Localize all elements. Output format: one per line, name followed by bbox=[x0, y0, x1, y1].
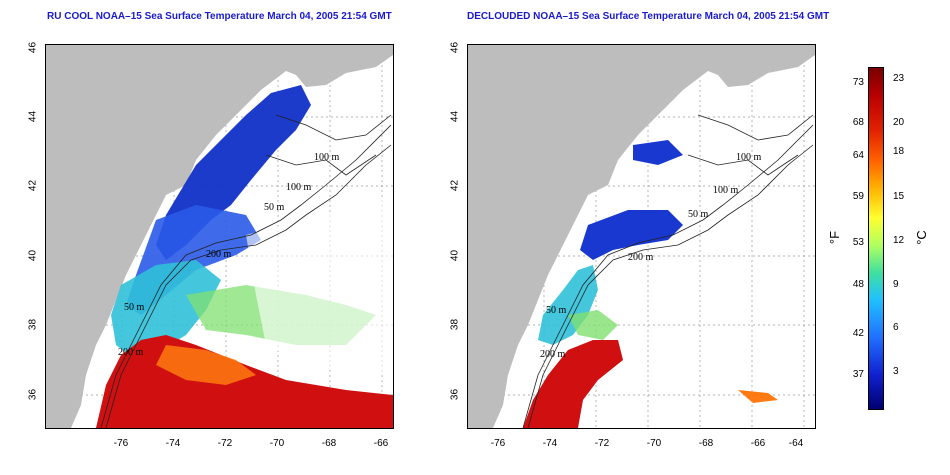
colorbar-f-tick: 48 bbox=[852, 279, 864, 290]
left-y-tick: 46 bbox=[27, 41, 39, 54]
left-x-tick: -66 bbox=[373, 438, 389, 449]
colorbar-c-tick: 20 bbox=[893, 117, 905, 128]
left-contour-label: 200 m bbox=[118, 347, 144, 358]
left-y-tick: 40 bbox=[27, 249, 39, 262]
left-land bbox=[46, 45, 393, 428]
right-green-water bbox=[568, 310, 618, 340]
left-contour-label: 100 m bbox=[314, 152, 340, 163]
right-y-tick: 36 bbox=[449, 388, 461, 401]
temperature-colorbar bbox=[868, 67, 884, 410]
colorbar-c-tick: 9 bbox=[893, 279, 899, 290]
colorbar-c-tick: 15 bbox=[893, 191, 905, 202]
colorbar-f-tick: 73 bbox=[852, 77, 864, 88]
left-contour-label: 50 m bbox=[124, 302, 145, 313]
left-x-tick: -68 bbox=[321, 438, 337, 449]
right-contour-label: 100 m bbox=[713, 185, 739, 196]
right-y-tick: 46 bbox=[449, 41, 461, 54]
left-y-tick: 42 bbox=[27, 179, 39, 192]
colorbar-f-tick: 37 bbox=[852, 369, 864, 380]
left-contour-label: 200 m bbox=[206, 249, 232, 260]
left-x-tick: -74 bbox=[165, 438, 181, 449]
left-orange-water bbox=[156, 345, 256, 385]
left-sst-map: 100 m 100 m 200 m 50 m 50 m 200 m bbox=[45, 44, 394, 429]
fahrenheit-unit-label: °F bbox=[827, 230, 843, 245]
right-y-tick: 44 bbox=[449, 110, 461, 123]
left-y-tick: 36 bbox=[27, 388, 39, 401]
right-map-title: DECLOUDED NOAA–15 Sea Surface Temperatur… bbox=[467, 11, 830, 22]
colorbar-c-tick: 23 bbox=[893, 73, 905, 84]
left-map-graphic: 100 m 100 m 200 m 50 m 50 m 200 m bbox=[46, 45, 393, 428]
right-cold-water bbox=[580, 210, 683, 260]
right-contour-label: 100 m bbox=[736, 152, 762, 163]
left-y-tick: 44 bbox=[27, 110, 39, 123]
left-contours bbox=[100, 114, 392, 428]
left-x-tick: -76 bbox=[113, 438, 129, 449]
left-contour-label: 100 m bbox=[286, 182, 312, 193]
colorbar-f-tick: 68 bbox=[852, 117, 864, 128]
right-contours bbox=[522, 114, 814, 428]
colorbar-c-tick: 12 bbox=[893, 235, 905, 246]
right-x-tick: -74 bbox=[542, 438, 558, 449]
right-sst-map: 100 m 100 m 50 m 200 m 50 m 200 m bbox=[467, 44, 816, 429]
left-clouds bbox=[246, 195, 393, 375]
right-x-tick: -72 bbox=[594, 438, 610, 449]
celsius-unit-label: °C bbox=[913, 230, 929, 245]
right-x-tick: -66 bbox=[750, 438, 766, 449]
right-y-tick: 38 bbox=[449, 318, 461, 331]
right-y-tick: 40 bbox=[449, 249, 461, 262]
left-y-tick: 38 bbox=[27, 318, 39, 331]
left-x-tick: -70 bbox=[269, 438, 285, 449]
right-cold-patch bbox=[633, 140, 683, 165]
right-x-tick: -76 bbox=[490, 438, 506, 449]
left-mid-water bbox=[111, 260, 221, 360]
right-contour-label: 50 m bbox=[688, 209, 709, 220]
colorbar-c-tick: 6 bbox=[893, 322, 899, 333]
colorbar-f-tick: 42 bbox=[852, 328, 864, 339]
colorbar-f-tick: 53 bbox=[852, 237, 864, 248]
right-x-tick: -64 bbox=[788, 438, 804, 449]
right-warm-water bbox=[523, 340, 623, 428]
right-contour-label: 50 m bbox=[546, 305, 567, 316]
right-y-tick: 42 bbox=[449, 179, 461, 192]
right-contour-labels: 100 m 100 m 50 m 200 m 50 m 200 m bbox=[540, 152, 762, 360]
right-orange-patch bbox=[738, 390, 778, 403]
left-contour-label: 50 m bbox=[264, 202, 285, 213]
right-map-graphic: 100 m 100 m 50 m 200 m 50 m 200 m bbox=[468, 45, 815, 428]
colorbar-c-tick: 18 bbox=[893, 146, 905, 157]
right-x-tick: -68 bbox=[698, 438, 714, 449]
colorbar-c-tick: 3 bbox=[893, 366, 899, 377]
left-map-title: RU COOL NOAA–15 Sea Surface Temperature … bbox=[47, 11, 392, 22]
left-contour-labels: 100 m 100 m 200 m 50 m 50 m 200 m bbox=[118, 152, 340, 358]
colorbar-f-tick: 64 bbox=[852, 150, 864, 161]
right-x-tick: -70 bbox=[646, 438, 662, 449]
right-land bbox=[468, 45, 815, 428]
right-contour-label: 200 m bbox=[628, 252, 654, 263]
right-contour-label: 200 m bbox=[540, 349, 566, 360]
left-x-tick: -72 bbox=[217, 438, 233, 449]
colorbar-f-tick: 59 bbox=[852, 191, 864, 202]
